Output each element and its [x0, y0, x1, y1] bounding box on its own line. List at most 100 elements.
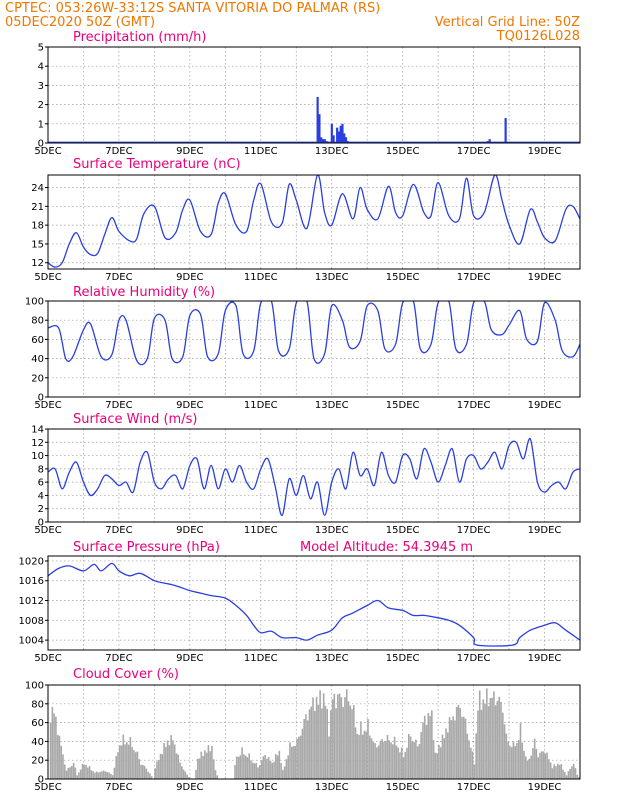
cloud-bar [234, 765, 236, 779]
precip-bar [344, 137, 348, 143]
cloud-bar [65, 770, 68, 779]
y-tick-label: 40 [31, 354, 44, 365]
y-tick-label: 100 [25, 681, 44, 692]
x-tick-label: 15DEC [386, 782, 420, 793]
cloud-bar [67, 768, 70, 779]
cloud-bar [315, 696, 318, 779]
cloud-bar [562, 769, 564, 779]
cloud-bar [475, 733, 477, 779]
cloud-bar [418, 743, 421, 779]
cloud-bar [473, 764, 476, 779]
precip-bar [320, 137, 323, 143]
cloud-bar [244, 755, 247, 779]
cloud-bar [92, 771, 94, 779]
header-model-id: TQ0126L028 [496, 29, 580, 44]
cloud-bar [462, 716, 465, 779]
cloud-bar [282, 769, 284, 779]
cloud-bar [56, 735, 59, 779]
header-run-time: 05DEC2020 50Z (GMT) [5, 15, 155, 30]
cloud-bar [439, 747, 442, 779]
cloud-bar [173, 744, 176, 779]
header-station: CPTEC: 053:26W-33:12S SANTA VITORIA DO P… [5, 1, 380, 16]
cloud-bar [578, 777, 580, 779]
cloud-bar [383, 741, 385, 779]
x-tick-label: 9DEC [176, 400, 203, 411]
cloud-bar [342, 707, 344, 779]
cloud-bar [131, 747, 133, 779]
cloud-bar [523, 750, 525, 779]
panel-title-precip: Precipitation (mm/h) [73, 30, 206, 45]
cloud-bar [402, 757, 405, 779]
y-tick-label: 24 [31, 183, 44, 194]
x-tick-label: 5DEC [34, 782, 61, 793]
cloud-bar [257, 767, 259, 779]
x-tick-label: 13DEC [315, 272, 349, 283]
cloud-bar [556, 763, 559, 779]
cloud-bar [507, 741, 509, 779]
y-tick-label: 20 [31, 756, 44, 767]
cloud-bar [195, 769, 197, 779]
cloud-bar [432, 740, 435, 779]
cloud-bar [200, 751, 203, 779]
series-line-temp [48, 175, 580, 268]
cloud-bar [464, 718, 467, 779]
panel-title-temp: Surface Temperature (nC) [73, 157, 241, 172]
cloud-bar [175, 753, 178, 779]
cloud-bar [117, 752, 119, 779]
cloud-bar [551, 768, 554, 779]
y-tick-label: 12 [31, 438, 44, 449]
cloud-bar [207, 745, 210, 779]
cloud-bar [415, 739, 417, 779]
cloud-bar [388, 740, 391, 779]
cloud-bar [517, 740, 520, 779]
cloud-bar [340, 697, 343, 779]
y-tick-label: 12 [31, 258, 44, 269]
cloud-bar [471, 751, 474, 779]
cloud-bar [182, 769, 185, 779]
cloud-bar [567, 771, 570, 779]
x-tick-label: 13DEC [315, 400, 349, 411]
x-tick-label: 5DEC [34, 653, 61, 664]
x-tick-label: 19DEC [528, 653, 562, 664]
y-tick-label: 80 [31, 316, 44, 327]
cloud-bar [321, 708, 323, 779]
cloud-bar [140, 764, 142, 779]
precip-bar [330, 123, 333, 143]
cloud-bar [267, 757, 270, 779]
cloud-bar [425, 725, 428, 779]
cloud-bar [204, 750, 206, 779]
x-tick-label: 11DEC [244, 146, 278, 157]
cloud-bar [347, 701, 350, 779]
cloud-bar [211, 745, 213, 779]
y-tick-label: 18 [31, 221, 44, 232]
cloud-bar [273, 761, 275, 779]
cloud-bar [501, 712, 504, 779]
cloud-bar [447, 732, 449, 779]
y-tick-label: 0 [38, 518, 44, 529]
cloud-bar [569, 768, 571, 779]
panel-precip: 0 1 2 3 4 5 5DEC 7DEC 9DEC 11DEC 13DEC 15DEC 17DEC 19… [34, 30, 581, 157]
cloud-bar [548, 759, 550, 779]
cloud-bar [574, 768, 577, 779]
cloud-bar [436, 753, 438, 779]
precip-bar [339, 125, 342, 143]
cloud-bar [478, 690, 481, 779]
cloud-bar [95, 771, 98, 779]
cloud-bar [333, 693, 336, 779]
cloud-bar [102, 770, 105, 779]
cloud-bar [170, 735, 172, 779]
cloud-bar [271, 762, 274, 779]
cloud-bar [395, 745, 398, 779]
panel-title-cloud: Cloud Cover (%) [73, 667, 179, 682]
cloud-bar [494, 705, 497, 779]
x-tick-label: 13DEC [315, 653, 349, 664]
x-tick-label: 11DEC [244, 400, 278, 411]
x-tick-label: 17DEC [457, 272, 491, 283]
cloud-bar [480, 709, 483, 779]
cloud-bar [305, 714, 307, 779]
cloud-bar [285, 759, 288, 779]
cloud-bar [368, 735, 371, 779]
y-tick-label: 1020 [19, 556, 44, 567]
cloud-bar [335, 708, 337, 779]
cloud-bar [292, 746, 295, 779]
